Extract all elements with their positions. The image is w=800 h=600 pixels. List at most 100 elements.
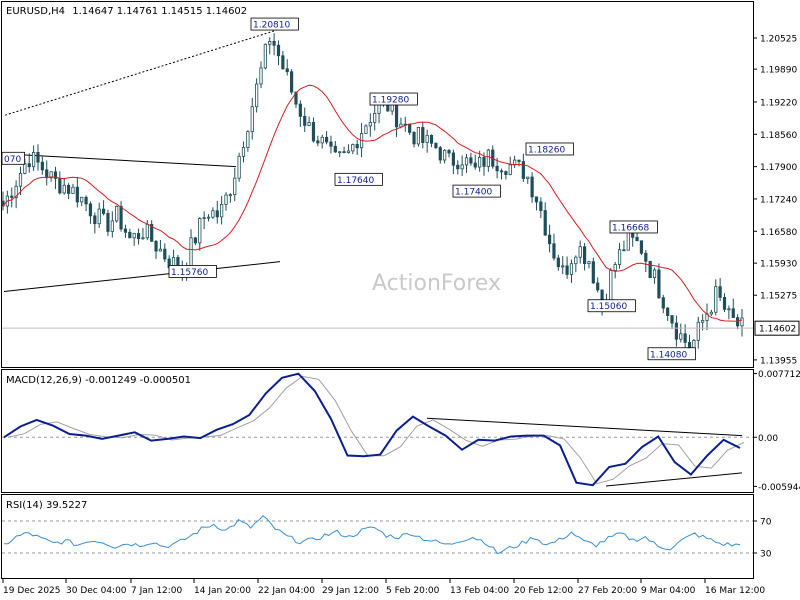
price-tick-label: 1.18560 [760,131,797,141]
candle-body [58,178,62,194]
candle-body [119,205,123,230]
candle-body [154,240,158,252]
x-tick-label: 29 Jan 12:00 [322,586,379,596]
candle-body [644,252,648,262]
candle-body [617,249,622,265]
candle-body [136,233,141,240]
candle-body [683,333,687,343]
price-annotation-box [1,151,26,165]
price-tick-label: 1.16580 [760,228,797,238]
candle-body [722,296,727,310]
candle-body [670,315,674,324]
rsi-tick-label: 30 [760,550,772,560]
candle-body [565,265,569,275]
price-tick-label: 1.17900 [760,163,797,173]
price-annotation-box [369,92,418,106]
price-annotation-box [250,17,299,31]
candle-body [701,320,705,323]
rsi-tick-label: 70 [760,518,772,528]
candle-body [224,194,228,205]
candle-body [320,136,324,144]
candle-body [202,217,206,220]
candle-body [53,171,58,179]
price-annotation: 1.14080 [650,350,687,360]
candle-body [521,161,525,179]
candle-body [307,122,311,126]
macd-tick-label: -0.005944 [758,483,800,493]
price-annotation: 1.15760 [171,268,208,278]
candle-body [674,322,679,340]
candle-body [215,210,219,218]
price-tick-label: 1.19890 [760,66,797,76]
candle-body [412,132,416,145]
candle-body [731,308,735,319]
candle-body [648,260,652,279]
candle-body [504,171,508,175]
candle-body [364,125,368,134]
candle-body [316,140,320,144]
candle-body [338,151,342,154]
price-annotation: 1.17640 [337,176,374,186]
candle-body [150,223,154,242]
candle-body [101,208,106,214]
price-annotation-box [525,142,574,156]
candle-body [88,203,93,217]
candle-body [543,210,547,236]
candle-body [237,155,241,179]
price-annotation: 070 [4,155,21,165]
x-tick-label: 27 Feb 20:00 [578,586,637,596]
candle-body [276,44,281,57]
ohlc-values: 1.14647 1.14761 1.14515 1.14602 [72,6,247,17]
candle-body [473,162,477,168]
last-price-label: 1.14602 [759,325,796,335]
candle-body [434,142,438,148]
candle-body [23,163,27,174]
candle-body [547,234,552,245]
candle-body [714,286,718,313]
x-tick-label: 9 Mar 04:00 [641,586,696,596]
candle-body [97,208,101,225]
candle-body [539,201,543,211]
candle-body [508,164,512,175]
dotted-trendline [4,23,297,116]
candle-body [556,257,560,268]
macd-trendline-upper [426,417,743,437]
candle-body [1,200,5,207]
macd-line [3,372,741,487]
x-tick-label: 7 Jan 12:00 [131,586,183,596]
macd-title: MACD(12,26,9) -0.001249 -0.000501 [6,375,191,386]
candle-body [464,157,469,166]
candle-body [569,263,574,275]
candle-body [666,307,670,316]
candle-body [268,40,272,45]
price-annotation: 1.20810 [253,21,290,31]
candle-body [368,121,372,127]
candle-body [228,194,232,197]
macd-panel-frame [1,369,754,493]
candle-body [609,270,613,301]
candle-body [206,216,211,219]
rsi-panel-frame [1,494,754,579]
candle-body [145,223,149,239]
price-tick-label: 1.20525 [760,35,797,45]
x-tick-label: 14 Jan 20:00 [194,586,251,596]
candle-body [290,71,294,93]
candle-body [198,218,202,244]
candle-body [626,230,630,251]
candle-body [324,136,329,143]
candle-body [250,106,254,132]
main-panel-frame [1,1,754,368]
candle-body [75,186,79,203]
candle-body [303,115,307,126]
candle-body [106,213,110,232]
candle-body [18,173,23,187]
candle-body [163,248,167,260]
candle-body [298,103,302,117]
candle-body [591,261,595,284]
candle-body [211,210,215,218]
macd-trendline-lower [605,472,743,487]
price-annotation: 1.16668 [612,223,649,233]
candle-body [709,311,713,315]
candle-body [451,152,455,166]
